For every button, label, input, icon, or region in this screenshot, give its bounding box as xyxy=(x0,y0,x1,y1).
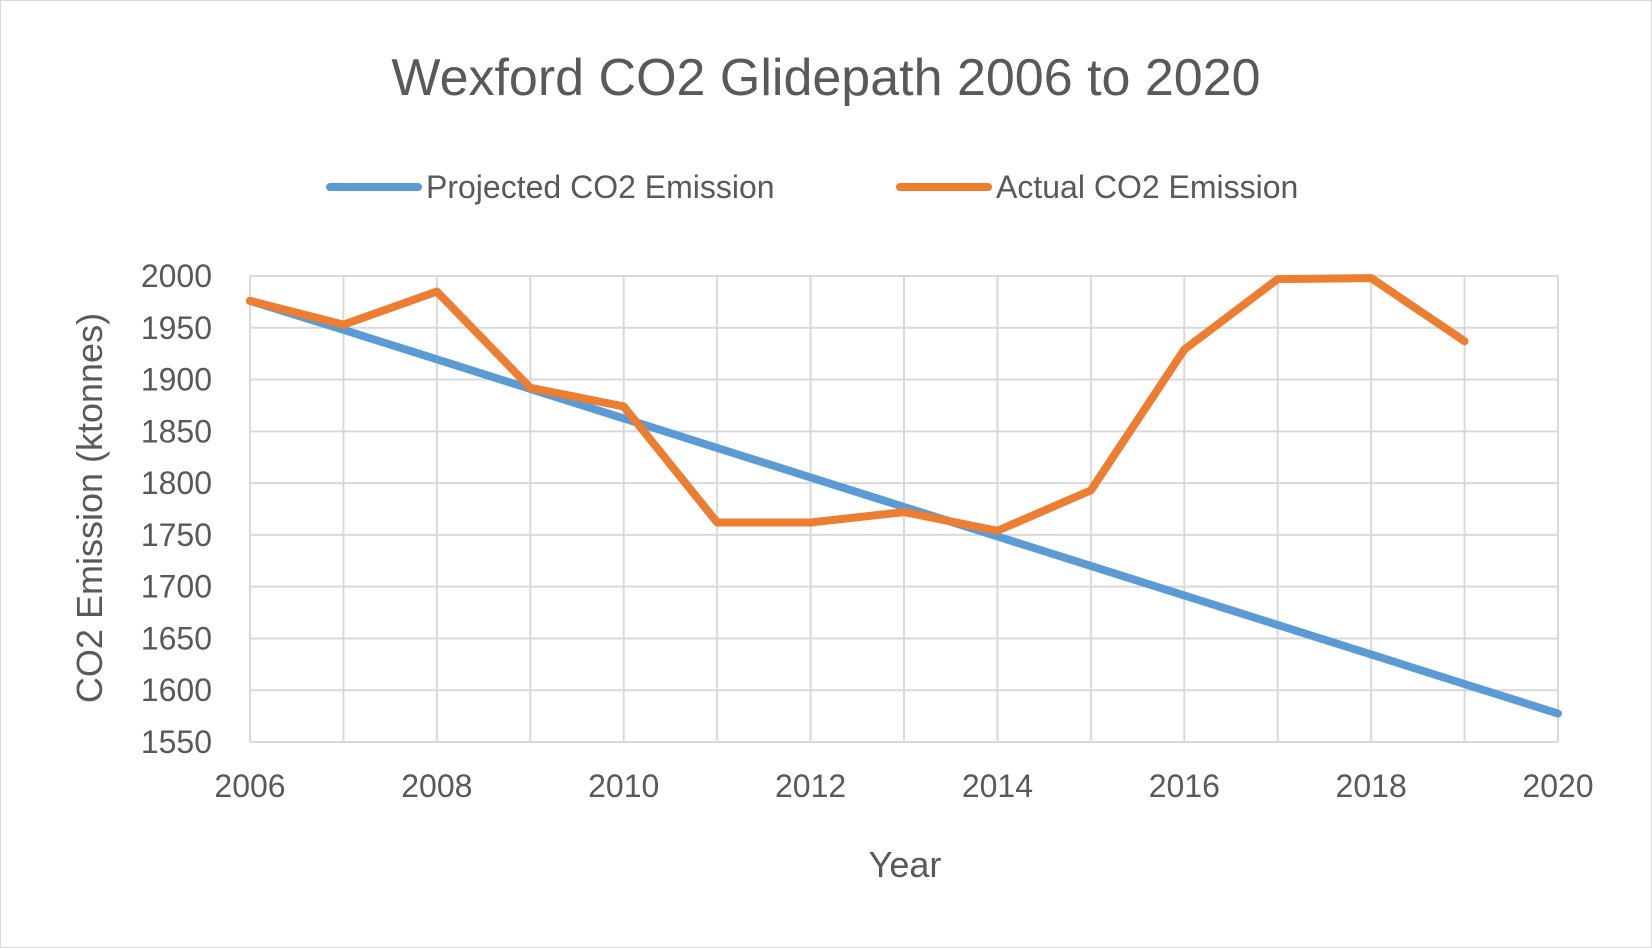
x-tick-label: 2012 xyxy=(775,768,846,804)
chart-title: Wexford CO2 Glidepath 2006 to 2020 xyxy=(391,49,1260,107)
x-tick-label: 2014 xyxy=(962,768,1033,804)
legend-label-actual-co2-emission: Actual CO2 Emission xyxy=(996,169,1298,205)
x-tick-label: 2018 xyxy=(1336,768,1407,804)
x-tick-label: 2010 xyxy=(588,768,659,804)
series-line-projected-co2-emission xyxy=(246,296,1562,718)
series-lines xyxy=(246,274,1562,718)
y-axis-ticks: 2000 1950 1900 1850 1800 1750 1700 1650 1600 1550 xyxy=(141,258,212,760)
x-tick-label: 2006 xyxy=(214,768,285,804)
x-tick-label: 2016 xyxy=(1149,768,1220,804)
y-tick-label: 2000 xyxy=(141,258,212,294)
y-tick-label: 1600 xyxy=(141,672,212,708)
y-tick-label: 1900 xyxy=(141,362,212,398)
legend-label-projected-co2-emission: Projected CO2 Emission xyxy=(426,169,775,205)
x-tick-label: 2008 xyxy=(401,768,472,804)
x-axis-ticks: 2006 2008 2010 2012 2014 2016 2018 2020 xyxy=(214,768,1593,804)
y-tick-label: 1950 xyxy=(141,310,212,346)
legend: Projected CO2 Emission Actual CO2 Emissio… xyxy=(326,169,1298,205)
gridlines xyxy=(249,275,1559,743)
y-tick-label: 1700 xyxy=(141,569,212,605)
series-line-actual-co2-emission xyxy=(246,274,1469,535)
y-tick-label: 1750 xyxy=(141,517,212,553)
y-tick-label: 1850 xyxy=(141,413,212,449)
y-tick-label: 1550 xyxy=(141,724,212,760)
y-tick-label: 1650 xyxy=(141,620,212,656)
y-axis-title: CO2 Emission (ktonnes) xyxy=(69,313,110,703)
y-tick-label: 1800 xyxy=(141,465,212,501)
x-axis-title: Year xyxy=(869,844,942,885)
x-tick-label: 2020 xyxy=(1522,768,1593,804)
